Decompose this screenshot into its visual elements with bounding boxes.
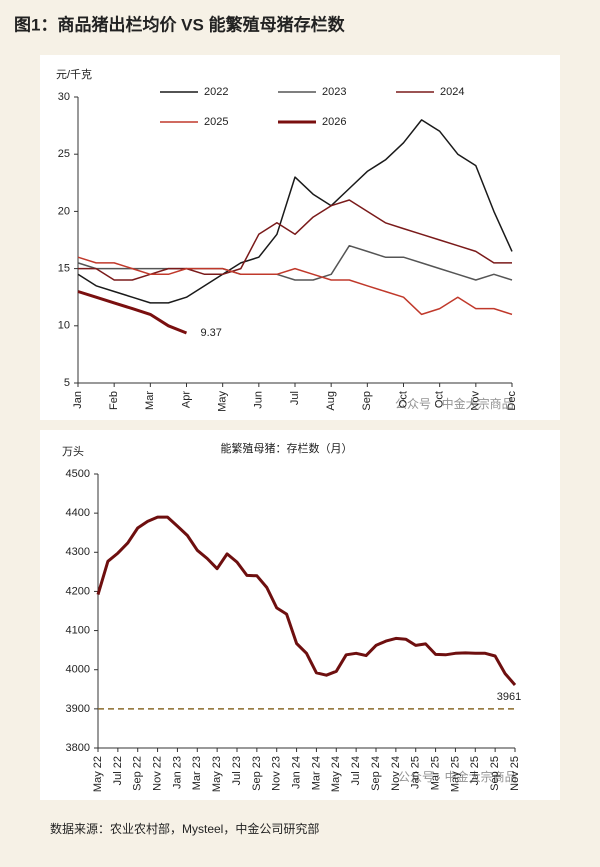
source-note: 数据来源：农业农村部，Mysteel，中金公司研究部 (50, 821, 319, 836)
x-tick-label: Jan 25 (410, 756, 422, 789)
watermark: 公众号 · 中金大宗商品 (395, 396, 514, 411)
panel (40, 55, 560, 420)
line-series (96, 515, 517, 686)
x-tick-label: Sep 22 (132, 756, 144, 791)
x-tick-label: Jul 25 (469, 756, 481, 785)
x-tick-label: Sep (361, 391, 373, 411)
y-tick-label: 4000 (66, 664, 90, 676)
y-axis-unit: 元/千克 (56, 68, 92, 81)
x-tick-label: Sep 25 (489, 756, 501, 791)
x-tick-label: Oct (434, 391, 446, 408)
x-tick-label: Jul (289, 391, 301, 405)
line-series (77, 290, 188, 335)
x-tick-label: Dec (506, 391, 518, 411)
chart-title: 能繁殖母猪：存栏数（月） (221, 441, 353, 455)
x-tick-label: Jun (253, 391, 265, 409)
x-tick-label: May (217, 391, 229, 412)
y-tick-label: 4300 (66, 546, 90, 558)
x-tick-label: May 22 (92, 756, 104, 792)
y-tick-label: 4500 (66, 468, 90, 480)
x-tick-label: Mar 24 (310, 756, 322, 790)
legend-label: 2023 (322, 86, 346, 98)
x-tick-label: Sep 24 (370, 756, 382, 791)
x-tick-label: May 24 (330, 756, 342, 792)
x-tick-label: Mar 25 (429, 756, 441, 790)
y-tick-label: 15 (58, 263, 70, 275)
y-tick-label: 10 (58, 320, 70, 332)
x-tick-label: Jan (72, 391, 84, 409)
data-label: 9.37 (201, 327, 222, 339)
legend-label: 2024 (440, 86, 464, 98)
x-tick-label: Sep 23 (251, 756, 263, 791)
x-tick-label: Jan 23 (171, 756, 183, 789)
panel (40, 430, 560, 800)
x-tick-label: May 25 (449, 756, 461, 792)
y-tick-label: 25 (58, 148, 70, 160)
x-tick-label: Apr (180, 391, 192, 408)
x-tick-label: Jul 24 (350, 756, 362, 785)
y-tick-label: 20 (58, 205, 70, 217)
watermark: 公众号 · 中金大宗商品 (398, 769, 517, 784)
x-tick-label: Jul 23 (231, 756, 243, 785)
x-tick-label: Jan 24 (290, 756, 302, 789)
x-tick-label: Jul 22 (112, 756, 124, 785)
x-tick-label: Nov 23 (271, 756, 283, 791)
x-tick-label: May 23 (211, 756, 223, 792)
y-tick-label: 30 (58, 91, 70, 103)
x-tick-label: Mar 23 (191, 756, 203, 790)
y-tick-label: 3900 (66, 703, 90, 715)
x-tick-label: Nov 24 (390, 756, 402, 791)
line-series (77, 256, 513, 316)
line-series (77, 119, 513, 304)
x-tick-label: Aug (325, 391, 337, 411)
x-tick-label: Nov 25 (509, 756, 521, 791)
x-tick-label: Oct (397, 391, 409, 408)
y-tick-label: 3800 (66, 742, 90, 754)
y-tick-label: 4400 (66, 507, 90, 519)
x-tick-label: Mar (144, 391, 156, 410)
data-label: 3961 (497, 691, 521, 703)
legend-label: 2025 (204, 116, 228, 128)
y-axis-unit: 万头 (62, 445, 84, 458)
y-tick-label: 5 (64, 377, 70, 389)
figure-title: 图1：商品猪出栏均价 VS 能繁殖母猪存栏数 (14, 14, 346, 34)
x-tick-label: Nov 22 (151, 756, 163, 791)
y-tick-label: 4100 (66, 624, 90, 636)
legend-label: 2026 (322, 116, 346, 128)
x-tick-label: Nov (470, 391, 482, 411)
legend-label: 2022 (204, 86, 228, 98)
y-tick-label: 4200 (66, 585, 90, 597)
x-tick-label: Feb (108, 391, 120, 410)
line-series (77, 244, 513, 281)
